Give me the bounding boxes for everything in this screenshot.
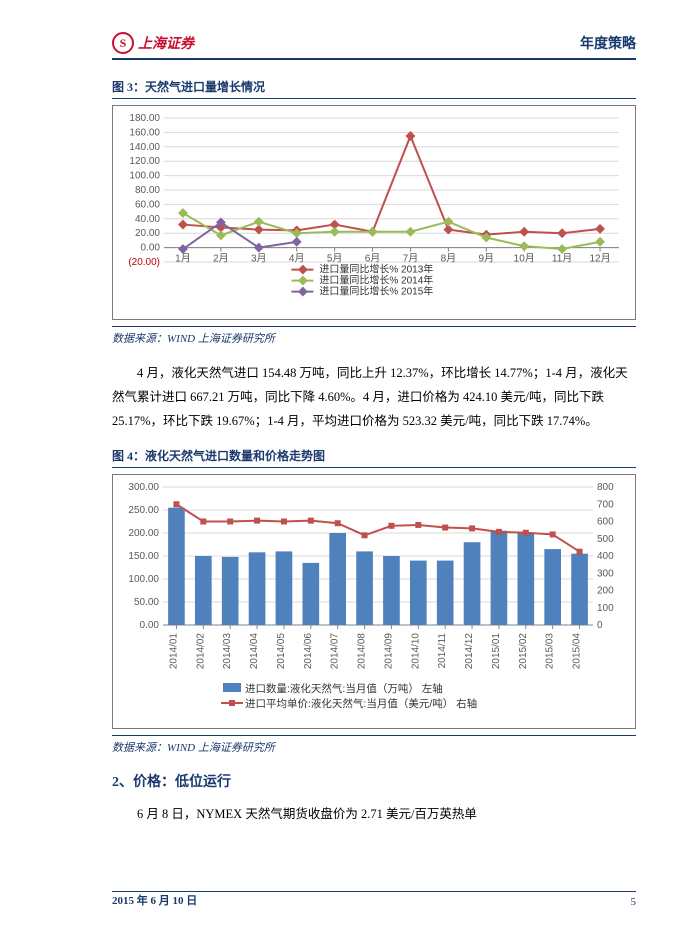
page-header: S 上海证券 年度策略 bbox=[112, 32, 636, 60]
svg-text:6月: 6月 bbox=[365, 253, 381, 265]
svg-text:2014/02: 2014/02 bbox=[195, 633, 206, 670]
svg-text:进口平均单价:液化天然气:当月值（美元/吨） 右轴: 进口平均单价:液化天然气:当月值（美元/吨） 右轴 bbox=[245, 697, 477, 710]
svg-text:2月: 2月 bbox=[213, 253, 229, 265]
svg-text:2014/04: 2014/04 bbox=[249, 633, 260, 670]
svg-text:1月: 1月 bbox=[175, 253, 191, 265]
svg-text:10月: 10月 bbox=[514, 253, 535, 265]
logo-text: 上海证券 bbox=[138, 33, 194, 53]
svg-text:100.00: 100.00 bbox=[128, 574, 159, 585]
svg-text:300.00: 300.00 bbox=[128, 482, 159, 493]
footer-page-number: 5 bbox=[631, 896, 637, 908]
svg-text:11月: 11月 bbox=[552, 253, 572, 265]
svg-text:160.00: 160.00 bbox=[129, 127, 160, 138]
svg-text:9月: 9月 bbox=[479, 253, 495, 265]
header-title: 年度策略 bbox=[580, 33, 636, 53]
svg-text:500: 500 bbox=[597, 534, 614, 545]
svg-text:180.00: 180.00 bbox=[129, 113, 160, 124]
svg-text:2014/11: 2014/11 bbox=[437, 633, 448, 669]
svg-text:0: 0 bbox=[597, 620, 603, 631]
svg-text:进口量同比增长% 2015年: 进口量同比增长% 2015年 bbox=[319, 285, 433, 298]
svg-text:250.00: 250.00 bbox=[128, 505, 159, 516]
fig3-source: 数据来源：WIND 上海证券研究所 bbox=[112, 326, 636, 346]
svg-text:2014/12: 2014/12 bbox=[464, 633, 475, 670]
svg-text:进口量同比增长% 2013年: 进口量同比增长% 2013年 bbox=[319, 263, 433, 276]
svg-text:(20.00): (20.00) bbox=[128, 257, 160, 268]
svg-text:0.00: 0.00 bbox=[141, 243, 161, 254]
svg-text:2015/04: 2015/04 bbox=[572, 633, 583, 670]
footer-date: 2015 年 6 月 10 日 bbox=[112, 892, 197, 908]
svg-text:140.00: 140.00 bbox=[129, 142, 160, 153]
fig3-svg: (20.00) 0.00 20.00 40.00 60.00 80.00 100.00 120… bbox=[119, 112, 627, 312]
svg-text:2014/01: 2014/01 bbox=[168, 633, 179, 670]
svg-text:2014/09: 2014/09 bbox=[383, 633, 394, 670]
fig4-title: 图 4：液化天然气进口数量和价格走势图 bbox=[112, 447, 636, 468]
svg-text:3月: 3月 bbox=[251, 253, 267, 265]
svg-text:100: 100 bbox=[597, 603, 614, 614]
svg-text:7月: 7月 bbox=[403, 253, 419, 265]
fig4-svg: 0.00 50.00 100.00 150.00 200.00 250.00 300.00 0… bbox=[119, 481, 627, 721]
svg-text:2014/07: 2014/07 bbox=[330, 633, 341, 670]
svg-text:200: 200 bbox=[597, 586, 614, 597]
fig4-source: 数据来源：WIND 上海证券研究所 bbox=[112, 735, 636, 755]
svg-text:2015/01: 2015/01 bbox=[491, 633, 502, 670]
svg-text:2014/06: 2014/06 bbox=[303, 633, 314, 670]
svg-text:200.00: 200.00 bbox=[128, 528, 159, 539]
svg-text:400: 400 bbox=[597, 551, 614, 562]
svg-text:进口量同比增长% 2014年: 进口量同比增长% 2014年 bbox=[319, 274, 433, 287]
section-2-heading: 2、价格：低位运行 bbox=[112, 771, 636, 791]
fig3-chart: (20.00) 0.00 20.00 40.00 60.00 80.00 100.00 120… bbox=[112, 105, 636, 320]
svg-text:2015/02: 2015/02 bbox=[518, 633, 529, 670]
svg-text:2015/03: 2015/03 bbox=[545, 633, 556, 670]
paragraph-1: 4 月，液化天然气进口 154.48 万吨，同比上升 12.37%，环比增长 1… bbox=[112, 362, 636, 433]
fig3-title: 图 3：天然气进口量增长情况 bbox=[112, 78, 636, 99]
svg-text:8月: 8月 bbox=[441, 253, 457, 265]
paragraph-2: 6 月 8 日，NYMEX 天然气期货收盘价为 2.71 美元/百万英热单 bbox=[112, 803, 636, 827]
svg-text:2014/03: 2014/03 bbox=[222, 633, 233, 670]
svg-text:50.00: 50.00 bbox=[134, 597, 159, 608]
svg-text:2014/08: 2014/08 bbox=[357, 633, 368, 670]
svg-text:0.00: 0.00 bbox=[140, 620, 160, 631]
svg-text:700: 700 bbox=[597, 500, 614, 511]
svg-text:4月: 4月 bbox=[289, 253, 305, 265]
svg-text:5月: 5月 bbox=[327, 253, 343, 265]
svg-text:12月: 12月 bbox=[589, 253, 610, 265]
logo-icon: S bbox=[112, 32, 134, 54]
svg-text:60.00: 60.00 bbox=[135, 199, 160, 210]
svg-text:600: 600 bbox=[597, 517, 614, 528]
svg-text:20.00: 20.00 bbox=[135, 228, 160, 239]
svg-text:80.00: 80.00 bbox=[135, 185, 160, 196]
svg-text:40.00: 40.00 bbox=[135, 214, 160, 225]
svg-text:120.00: 120.00 bbox=[129, 156, 160, 167]
page-root: S 上海证券 年度策略 图 3：天然气进口量增长情况 (20.00) 0.00 20… bbox=[0, 0, 690, 934]
svg-text:800: 800 bbox=[597, 482, 614, 493]
svg-text:进口数量:液化天然气:当月值（万吨） 左轴: 进口数量:液化天然气:当月值（万吨） 左轴 bbox=[245, 682, 443, 695]
svg-text:2014/05: 2014/05 bbox=[276, 633, 287, 670]
svg-text:100.00: 100.00 bbox=[129, 171, 160, 182]
brand-logo: S 上海证券 bbox=[112, 32, 194, 54]
svg-text:2014/10: 2014/10 bbox=[410, 633, 421, 670]
fig4-chart: 0.00 50.00 100.00 150.00 200.00 250.00 300.00 0… bbox=[112, 474, 636, 729]
svg-text:150.00: 150.00 bbox=[128, 551, 159, 562]
svg-text:300: 300 bbox=[597, 569, 614, 580]
